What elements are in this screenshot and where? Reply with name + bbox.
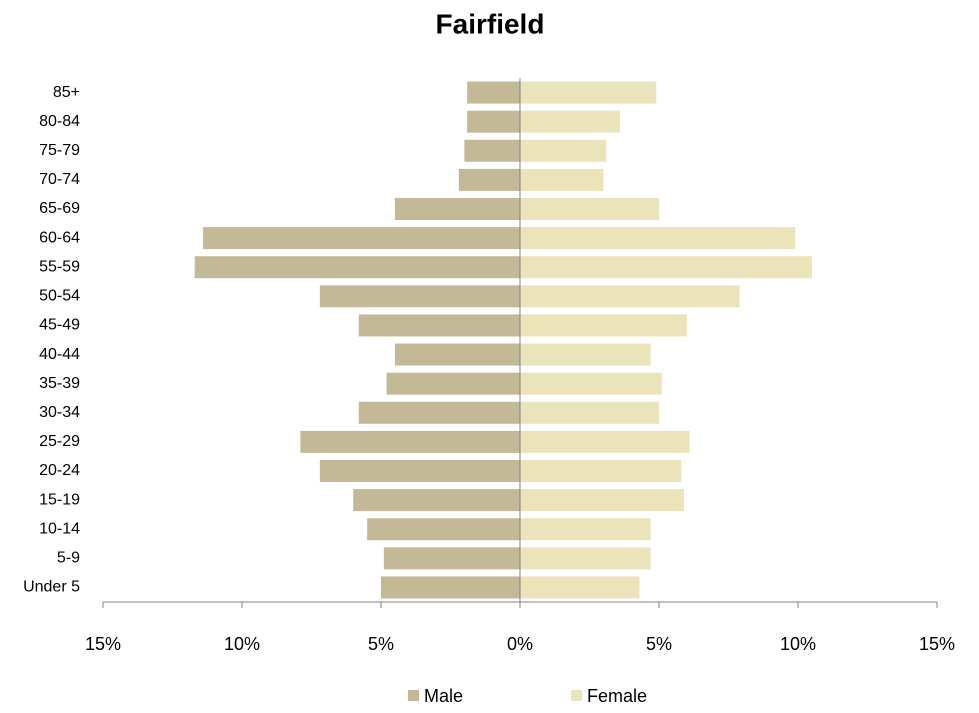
y-tick-label: 65-69 [39, 200, 80, 217]
y-tick-label: 80-84 [39, 113, 80, 130]
y-tick-label: 70-74 [39, 171, 80, 188]
bar [520, 81, 657, 104]
bar [467, 110, 520, 133]
y-tick-label: 10-14 [39, 520, 80, 537]
x-tick-label: 5% [368, 634, 394, 654]
bar [520, 372, 662, 395]
bar [394, 343, 520, 366]
x-tick-label: 15% [919, 634, 955, 654]
bar [520, 343, 651, 366]
bar [520, 198, 659, 220]
bar [383, 547, 520, 570]
x-tick-label: 10% [224, 634, 260, 654]
y-tick-label: 35-39 [39, 375, 80, 392]
bar [358, 401, 520, 424]
y-tick-label: 60-64 [39, 229, 80, 246]
y-tick-label: 55-59 [39, 258, 80, 275]
y-tick-label: 45-49 [39, 317, 80, 334]
bar [464, 139, 520, 162]
bar [203, 227, 520, 250]
y-tick-label: 75-79 [39, 142, 80, 159]
y-tick-label: 30-34 [39, 404, 80, 421]
bar [300, 430, 520, 453]
bar [386, 372, 520, 395]
bar [520, 314, 687, 337]
bar [520, 518, 651, 541]
y-tick-label: 20-24 [39, 462, 80, 479]
bar [319, 285, 520, 308]
bar [458, 168, 520, 191]
bar [194, 256, 521, 279]
legend-label: Female [587, 686, 647, 706]
y-tick-label: Under 5 [23, 579, 80, 596]
y-tick-label: 85+ [53, 84, 80, 101]
legend-swatch [571, 690, 582, 701]
bar [367, 518, 520, 541]
bar [520, 139, 607, 162]
x-tick-label: 10% [780, 634, 816, 654]
x-tick-label: 5% [646, 634, 672, 654]
x-tick-label: 15% [85, 634, 121, 654]
bar [520, 430, 690, 453]
legend-label: Male [424, 686, 463, 706]
bar [394, 198, 520, 220]
bar [319, 460, 520, 482]
y-tick-label: 50-54 [39, 288, 80, 305]
bar [520, 460, 682, 482]
bar [520, 110, 621, 133]
bar [520, 168, 604, 191]
bar [520, 285, 740, 308]
bar [520, 227, 796, 250]
bar [520, 489, 685, 512]
bar [467, 81, 520, 104]
bar [353, 489, 520, 512]
bar [358, 314, 520, 337]
chart-title: Fairfield [436, 8, 545, 39]
bar [520, 256, 812, 279]
bar [520, 401, 659, 424]
bar [520, 576, 640, 599]
bar [381, 576, 520, 599]
y-tick-label: 5-9 [57, 550, 80, 567]
legend-swatch [408, 690, 419, 701]
bar [520, 547, 651, 570]
y-tick-label: 15-19 [39, 491, 80, 508]
y-tick-label: 40-44 [39, 346, 80, 363]
x-tick-label: 0% [507, 634, 533, 654]
y-tick-label: 25-29 [39, 433, 80, 450]
